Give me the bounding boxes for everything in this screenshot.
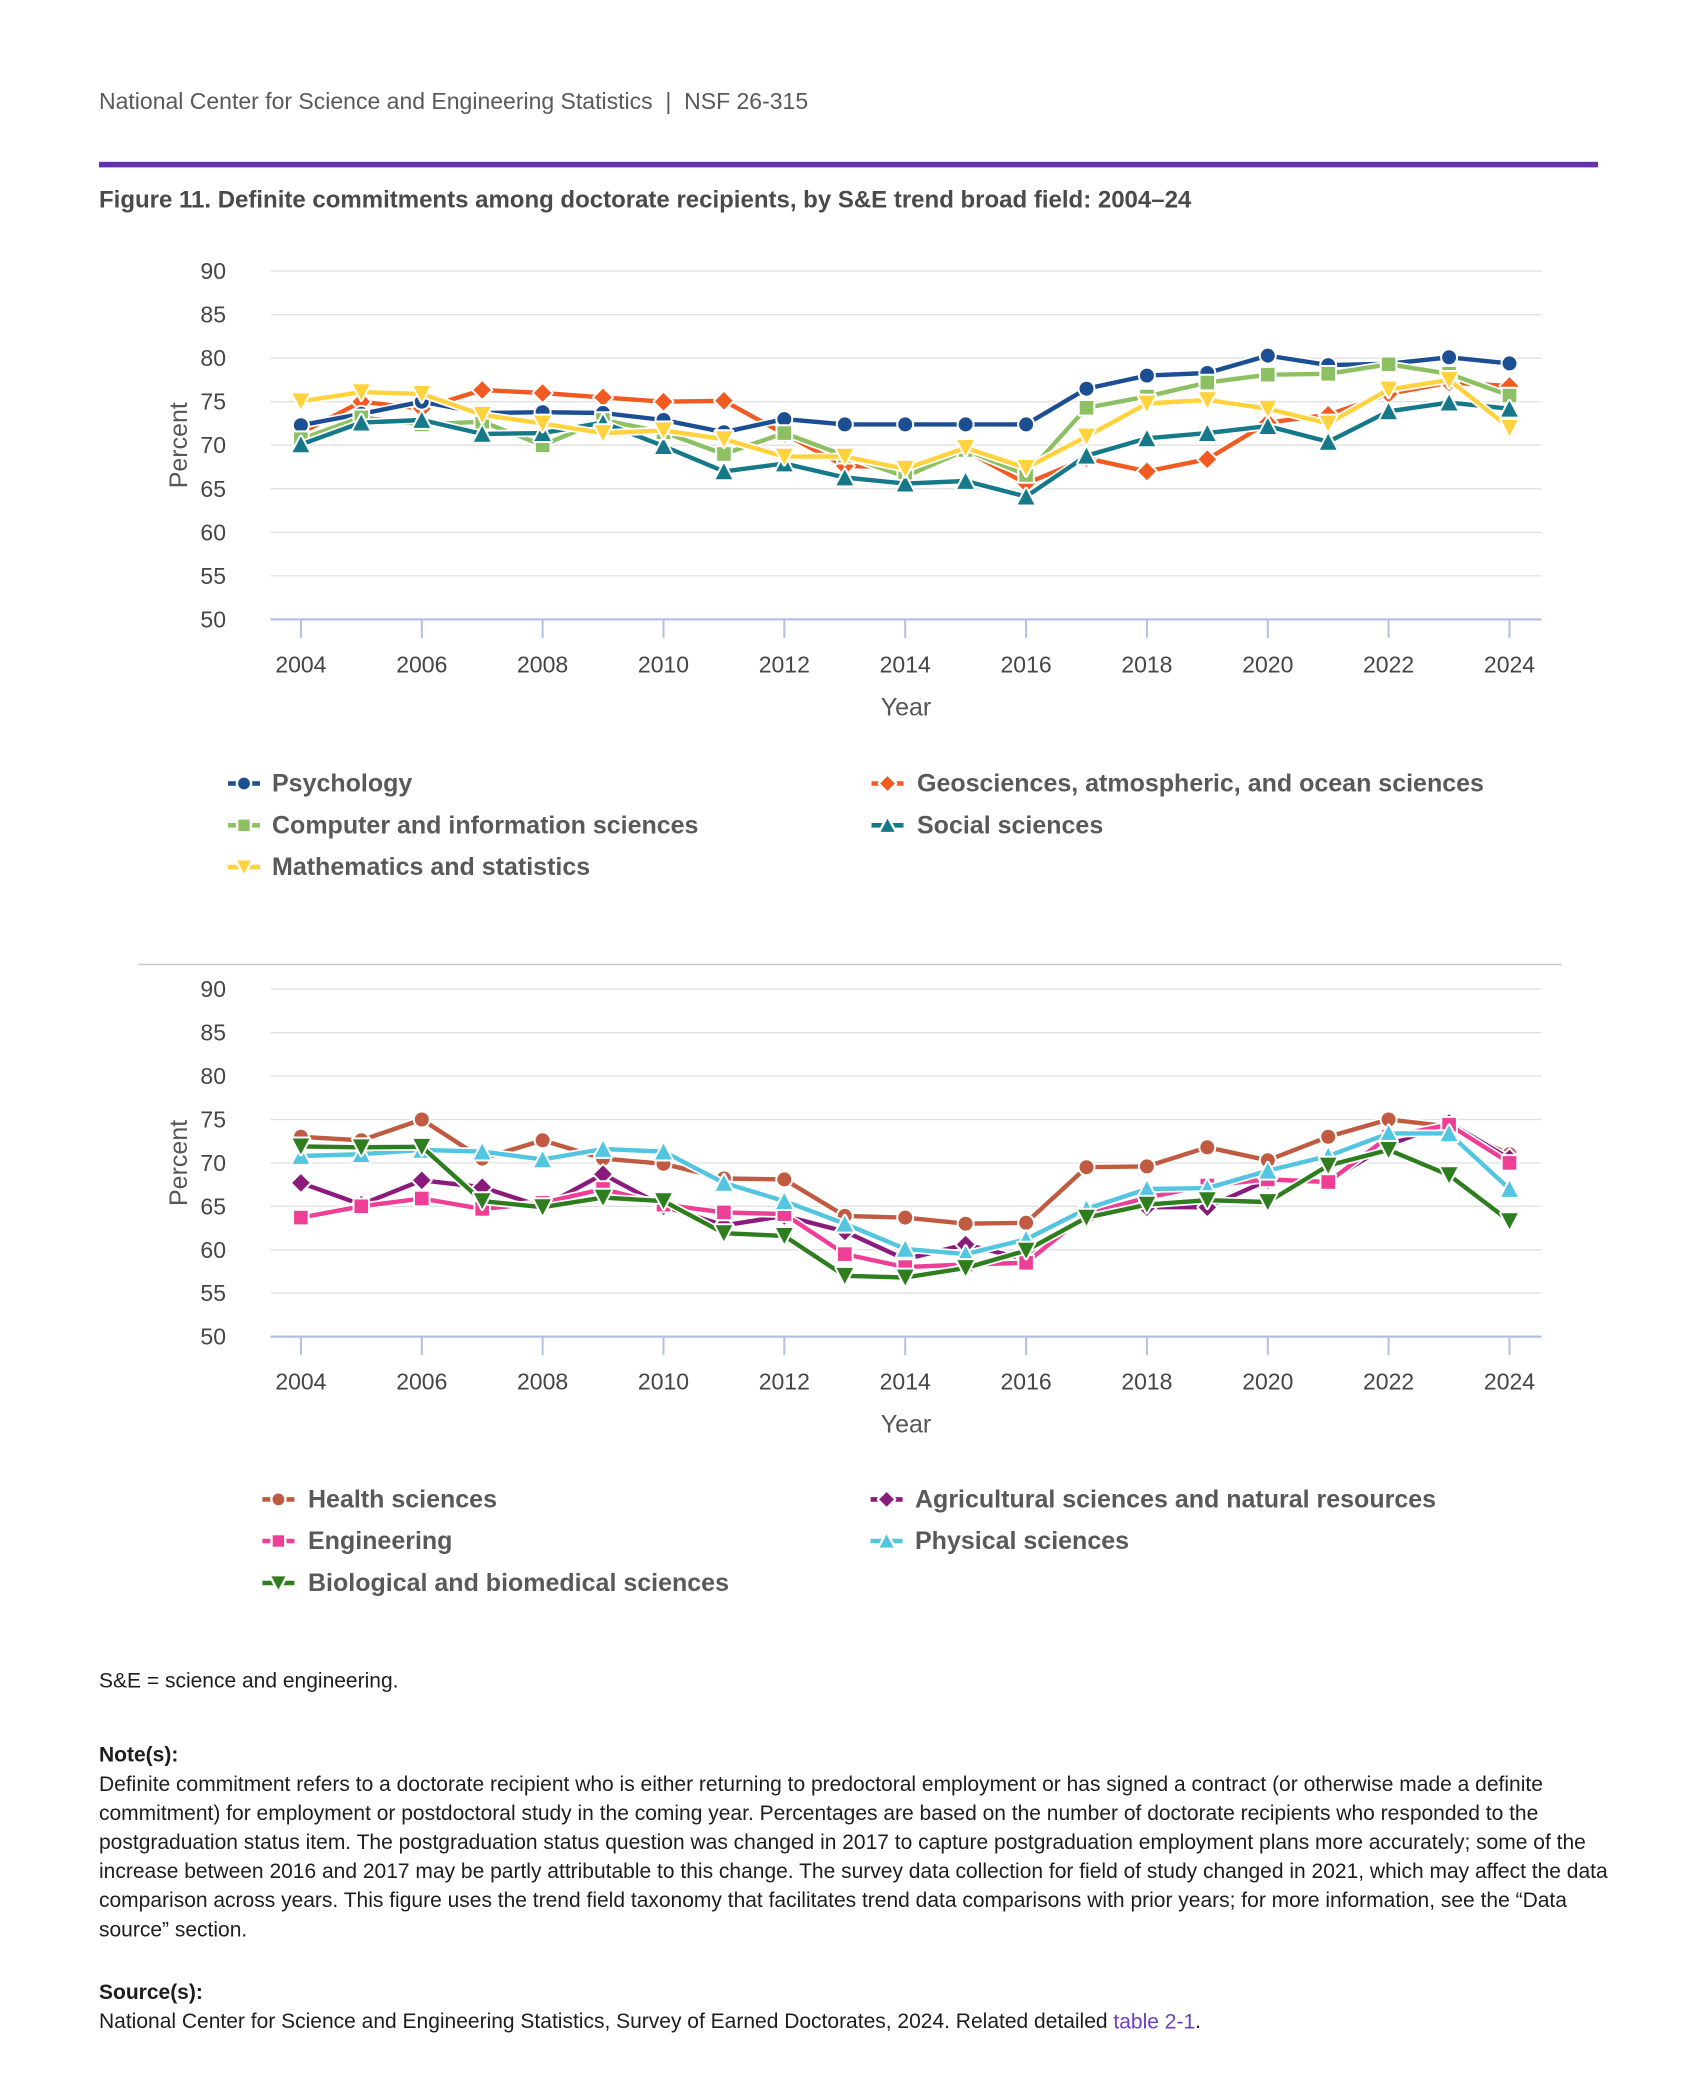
svg-text:75: 75: [200, 1107, 226, 1133]
svg-text:2014: 2014: [880, 651, 931, 677]
svg-text:2008: 2008: [517, 1369, 568, 1395]
svg-text:National Center for Science an: National Center for Science and Engineer…: [99, 88, 808, 114]
svg-text:55: 55: [200, 563, 226, 589]
svg-text:Mathematics and statistics: Mathematics and statistics: [272, 853, 590, 881]
svg-text:2012: 2012: [759, 651, 810, 677]
svg-text:70: 70: [200, 432, 226, 458]
svg-text:2004: 2004: [275, 651, 326, 677]
svg-text:Physical sciences: Physical sciences: [915, 1527, 1129, 1555]
svg-text:2024: 2024: [1484, 651, 1535, 677]
svg-text:postgraduation status item. Th: postgraduation status item. The postgrad…: [99, 1831, 1586, 1854]
svg-text:Figure 11. Definite commitment: Figure 11. Definite commitments among do…: [99, 187, 1192, 214]
svg-text:2006: 2006: [396, 651, 447, 677]
svg-text:85: 85: [200, 302, 226, 328]
svg-text:2014: 2014: [880, 1369, 931, 1395]
svg-text:2016: 2016: [1001, 1369, 1052, 1395]
svg-text:2004: 2004: [275, 1369, 326, 1395]
svg-text:80: 80: [200, 1063, 226, 1089]
svg-text:Percent: Percent: [165, 1120, 193, 1206]
svg-text:80: 80: [200, 345, 226, 371]
svg-text:S&E = science and engineering.: S&E = science and engineering.: [99, 1669, 398, 1692]
svg-text:65: 65: [200, 476, 226, 502]
svg-text:2024: 2024: [1484, 1369, 1535, 1395]
svg-text:55: 55: [200, 1280, 226, 1306]
svg-text:70: 70: [200, 1150, 226, 1176]
svg-text:Engineering: Engineering: [308, 1527, 452, 1555]
svg-text:Psychology: Psychology: [272, 770, 412, 798]
svg-text:Computer and information scien: Computer and information sciences: [272, 811, 698, 839]
svg-text:60: 60: [200, 519, 226, 545]
svg-text:2020: 2020: [1242, 1369, 1293, 1395]
svg-text:65: 65: [200, 1193, 226, 1219]
svg-text:2012: 2012: [759, 1369, 810, 1395]
svg-text:Year: Year: [881, 693, 932, 721]
svg-text:Social sciences: Social sciences: [917, 811, 1103, 839]
svg-text:Geosciences, atmospheric, and: Geosciences, atmospheric, and ocean scie…: [917, 770, 1484, 798]
svg-text:Definite commitment refers to: Definite commitment refers to a doctorat…: [99, 1773, 1543, 1796]
svg-text:75: 75: [200, 389, 226, 415]
svg-text:90: 90: [200, 258, 226, 284]
svg-text:2022: 2022: [1363, 1369, 1414, 1395]
svg-text:2006: 2006: [396, 1369, 447, 1395]
svg-text:commitment) for employment or: commitment) for employment or postdoctor…: [99, 1802, 1538, 1825]
svg-text:Health sciences: Health sciences: [308, 1485, 497, 1513]
svg-text:comparison across years. This: comparison across years. This figure use…: [99, 1889, 1567, 1912]
svg-text:50: 50: [200, 1324, 226, 1350]
svg-text:Agricultural sciences and natu: Agricultural sciences and natural resour…: [915, 1485, 1436, 1513]
svg-text:50: 50: [200, 606, 226, 632]
svg-text:2022: 2022: [1363, 651, 1414, 677]
svg-text:Biological and biomedical scie: Biological and biomedical sciences: [308, 1569, 729, 1597]
svg-text:2018: 2018: [1121, 651, 1172, 677]
svg-text:2020: 2020: [1242, 651, 1293, 677]
svg-text:National Center for Science an: National Center for Science and Engineer…: [99, 2010, 1201, 2033]
svg-text:85: 85: [200, 1020, 226, 1046]
svg-text:2010: 2010: [638, 1369, 689, 1395]
svg-text:2008: 2008: [517, 651, 568, 677]
svg-text:90: 90: [200, 976, 226, 1002]
svg-text:2018: 2018: [1121, 1369, 1172, 1395]
svg-text:increase between 2016 and 2017: increase between 2016 and 2017 may be pa…: [99, 1860, 1608, 1883]
svg-text:60: 60: [200, 1237, 226, 1263]
svg-text:Percent: Percent: [165, 402, 193, 488]
svg-text:Note(s):: Note(s):: [99, 1743, 178, 1766]
svg-text:2010: 2010: [638, 651, 689, 677]
svg-text:Year: Year: [881, 1411, 932, 1439]
svg-text:source” section.: source” section.: [99, 1918, 247, 1941]
svg-text:Source(s):: Source(s):: [99, 1981, 203, 2004]
svg-text:2016: 2016: [1001, 651, 1052, 677]
